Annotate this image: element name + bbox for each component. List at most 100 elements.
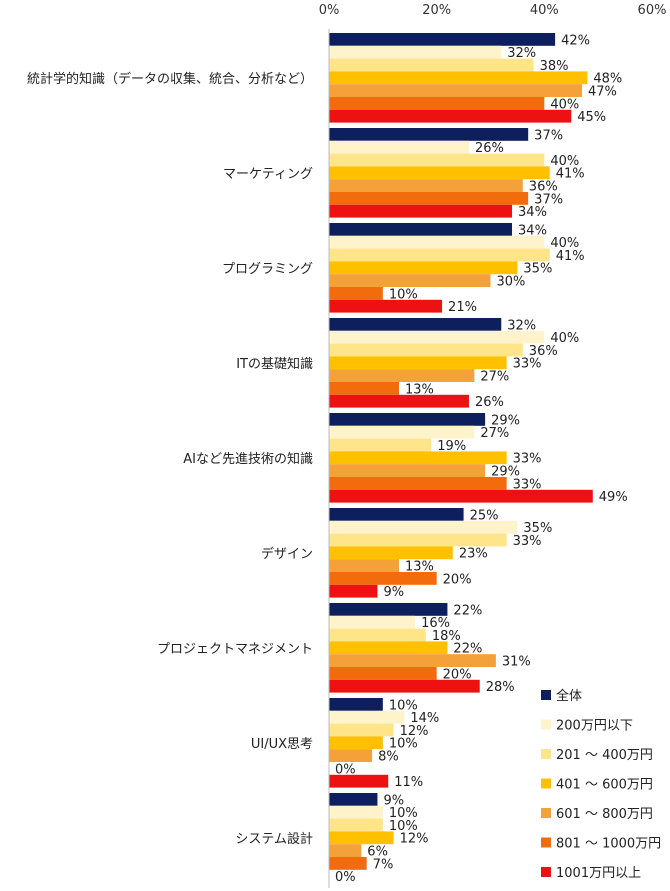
category-label: マーケティング <box>223 167 313 182</box>
bar <box>329 109 572 123</box>
bar <box>329 603 448 616</box>
bar <box>329 369 475 382</box>
data-label: 26% <box>475 141 504 156</box>
bar <box>329 413 486 426</box>
bar <box>329 425 475 439</box>
data-label: 14% <box>410 711 439 726</box>
bar <box>329 559 399 572</box>
data-label: 10% <box>389 698 418 713</box>
value-labels: 42%32%38%48%47%40%45%37%26%40%41%36%37%3… <box>335 33 628 885</box>
data-label: 22% <box>453 642 482 657</box>
bar <box>329 805 383 819</box>
bar <box>329 723 394 737</box>
data-label: 40% <box>550 236 579 251</box>
bar <box>329 679 480 693</box>
data-label: 19% <box>437 439 466 454</box>
data-label: 38% <box>540 59 569 74</box>
bar <box>329 204 513 218</box>
x-tick-label: 0% <box>319 3 340 18</box>
bar <box>329 533 507 547</box>
bar <box>329 84 583 97</box>
legend-swatch <box>541 867 551 877</box>
category-label: UI/UX思考 <box>251 737 313 752</box>
bar <box>329 477 507 490</box>
data-label: 25% <box>470 508 499 523</box>
legend-swatch <box>541 719 551 730</box>
data-label: 10% <box>389 806 418 821</box>
data-label: 21% <box>448 300 477 315</box>
data-label: 40% <box>550 97 579 112</box>
legend-label: 全体 <box>556 688 582 704</box>
data-label: 30% <box>497 275 526 290</box>
bar <box>329 287 383 300</box>
bar <box>329 818 383 832</box>
bar <box>329 299 443 313</box>
bar <box>329 698 383 711</box>
bar <box>329 45 502 59</box>
bar <box>329 793 378 806</box>
legend-label: 401 ～ 600万円 <box>556 778 653 793</box>
bar <box>329 97 545 110</box>
bar <box>329 356 507 370</box>
data-label: 37% <box>534 128 563 143</box>
bar <box>329 641 448 655</box>
data-label: 13% <box>405 560 434 575</box>
bar <box>329 667 437 680</box>
data-label: 37% <box>534 192 563 207</box>
data-label: 45% <box>577 110 606 125</box>
data-label: 12% <box>400 832 429 847</box>
bar <box>329 464 486 477</box>
data-label: 13% <box>405 382 434 397</box>
bar <box>329 572 437 585</box>
bar <box>329 394 469 408</box>
bar <box>329 128 529 141</box>
bar <box>329 192 529 205</box>
x-axis-ticks: 0% 20% 40% 60% <box>319 3 667 18</box>
data-label: 27% <box>480 370 509 385</box>
bar <box>329 140 469 154</box>
data-label: 34% <box>518 205 547 220</box>
data-label: 42% <box>561 33 590 48</box>
bar <box>329 330 545 344</box>
bar <box>329 857 367 870</box>
data-label: 41% <box>556 249 585 264</box>
bar <box>329 318 502 331</box>
data-label: 26% <box>475 395 504 410</box>
bar <box>329 153 545 167</box>
bar <box>329 235 545 249</box>
legend: 全体 200万円以下 201 ～ 400万円 401 ～ 600万円 601 ～ 800… <box>541 688 661 881</box>
data-label: 36% <box>529 344 558 359</box>
category-label: プログラミング <box>222 262 313 277</box>
bar <box>329 584 378 598</box>
bar <box>329 33 556 46</box>
data-label: 29% <box>491 465 520 480</box>
data-label: 40% <box>550 154 579 169</box>
bar <box>329 749 373 762</box>
x-tick-label: 40% <box>530 3 559 18</box>
data-label: 47% <box>588 85 617 100</box>
legend-label: 601 ～ 800万円 <box>556 807 653 822</box>
bar <box>329 58 534 72</box>
data-label: 11% <box>394 775 423 790</box>
category-label: システム設計 <box>235 831 313 847</box>
bar <box>329 343 523 357</box>
bar <box>329 615 416 629</box>
bar <box>329 248 550 262</box>
bar <box>329 166 550 180</box>
data-label: 23% <box>459 547 488 562</box>
data-label: 33% <box>513 534 542 549</box>
bar <box>329 654 496 667</box>
bar <box>329 736 383 750</box>
data-label: 48% <box>593 72 622 87</box>
legend-label: 200万円以下 <box>556 719 633 734</box>
category-label: デザイン <box>261 546 313 562</box>
category-label: 統計学的知識（データの収集、統合、分析など） <box>27 71 313 87</box>
data-label: 29% <box>491 413 520 428</box>
category-label: ITの基礎知識 <box>236 356 313 372</box>
data-label: 36% <box>529 180 558 195</box>
data-label: 20% <box>443 667 472 682</box>
data-label: 22% <box>453 603 482 618</box>
bar <box>329 71 588 85</box>
data-label: 49% <box>599 490 628 505</box>
